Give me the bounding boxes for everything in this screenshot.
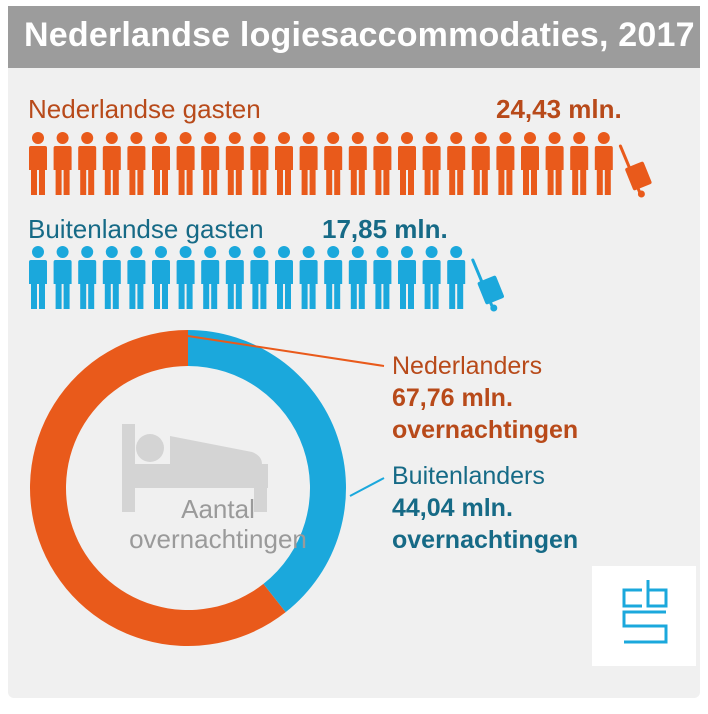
foreign-stays-name: Buitenlanders — [392, 462, 545, 490]
foreign-stays-slice — [188, 330, 347, 613]
dutch-guests-value: 24,43 mln. — [496, 94, 622, 124]
foreign-leader-line — [349, 477, 385, 497]
center-label-line2: overnachtingen — [129, 524, 307, 554]
person-icon — [447, 246, 466, 309]
person-icon — [53, 246, 72, 309]
person-icon — [201, 246, 220, 309]
person-icon — [127, 132, 146, 195]
page-title: Nederlandse logiesaccommodaties, 2017 — [24, 16, 695, 54]
person-icon — [53, 132, 72, 195]
person-icon — [225, 246, 244, 309]
dutch-guests-label: Nederlandse gasten — [28, 94, 261, 124]
person-icon — [348, 132, 367, 195]
person-icon — [102, 246, 121, 309]
person-icon — [176, 132, 195, 195]
person-icon — [29, 246, 47, 309]
dutch-stays-slice — [30, 330, 286, 646]
foreign-guests-label: Buitenlandse gasten — [28, 214, 264, 244]
cbs-logo — [592, 566, 696, 666]
person-icon — [471, 132, 490, 195]
donut-center-label: Aantal overnachtingen — [128, 494, 308, 554]
dutch-stays-label: Nederlanders 67,76 mln. overnachtingen — [392, 350, 578, 446]
luggage-trolley-icon — [471, 258, 504, 312]
foreign-guests-value: 17,85 mln. — [322, 214, 448, 244]
person-icon — [250, 246, 269, 309]
person-icon — [29, 132, 47, 195]
person-icon — [225, 132, 244, 195]
luggage-trolley-icon — [618, 144, 652, 198]
foreign-guests-row — [29, 246, 504, 312]
person-icon — [127, 246, 146, 309]
person-icon — [545, 132, 564, 195]
person-icon — [373, 246, 392, 309]
person-icon — [594, 132, 613, 195]
bed-icon — [122, 424, 268, 512]
person-icon — [102, 132, 121, 195]
person-icon — [201, 132, 220, 195]
person-icon — [373, 132, 392, 195]
person-icon — [275, 132, 293, 195]
person-icon — [521, 132, 539, 195]
person-icon — [447, 132, 466, 195]
dutch-stays-name: Nederlanders — [392, 352, 543, 380]
person-icon — [324, 246, 343, 309]
person-icon — [398, 132, 416, 195]
dutch-guests-row — [29, 132, 652, 198]
foreign-stays-label: Buitenlanders 44,04 mln. overnachtingen — [392, 460, 578, 556]
person-icon — [78, 246, 97, 309]
cbs-logo-mark — [622, 580, 668, 644]
person-icon — [348, 246, 367, 309]
person-icon — [250, 132, 269, 195]
person-icon — [398, 246, 416, 309]
dutch-stays-unit: overnachtingen — [392, 416, 579, 444]
person-icon — [152, 132, 170, 195]
person-icon — [422, 246, 441, 309]
dutch-leader-line — [187, 335, 385, 367]
header-bar: Nederlandse logiesaccommodaties, 2017 — [8, 6, 700, 68]
person-icon — [422, 132, 441, 195]
person-icon — [324, 132, 343, 195]
person-icon — [78, 132, 97, 195]
person-icon — [176, 246, 195, 309]
person-icon — [275, 246, 293, 309]
person-icon — [299, 246, 318, 309]
person-icon — [299, 132, 318, 195]
person-icon — [496, 132, 515, 195]
person-icon — [570, 132, 589, 195]
dutch-stays-value: 67,76 mln. — [392, 384, 513, 412]
foreign-stays-unit: overnachtingen — [392, 526, 579, 554]
foreign-stays-value: 44,04 mln. — [392, 494, 513, 522]
center-label-line1: Aantal — [181, 494, 255, 524]
person-icon — [152, 246, 170, 309]
